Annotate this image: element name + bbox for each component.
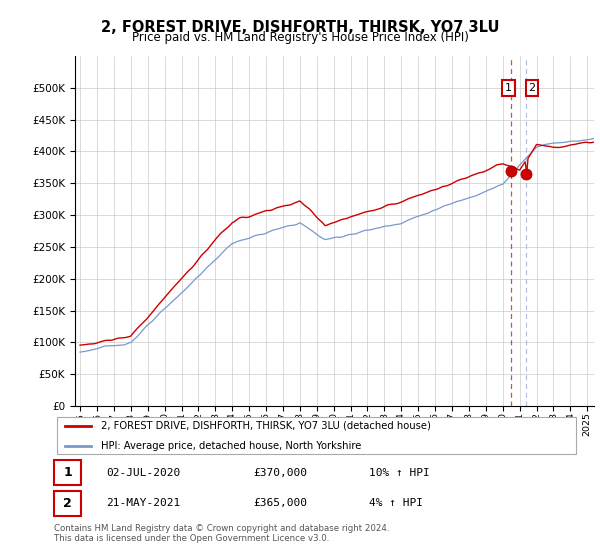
Text: 02-JUL-2020: 02-JUL-2020 bbox=[107, 468, 181, 478]
Text: 10% ↑ HPI: 10% ↑ HPI bbox=[369, 468, 430, 478]
Text: 4% ↑ HPI: 4% ↑ HPI bbox=[369, 498, 423, 508]
Text: 2: 2 bbox=[529, 83, 536, 93]
Text: HPI: Average price, detached house, North Yorkshire: HPI: Average price, detached house, Nort… bbox=[101, 441, 362, 451]
FancyBboxPatch shape bbox=[54, 460, 82, 485]
Text: 1: 1 bbox=[63, 466, 72, 479]
Text: 2, FOREST DRIVE, DISHFORTH, THIRSK, YO7 3LU (detached house): 2, FOREST DRIVE, DISHFORTH, THIRSK, YO7 … bbox=[101, 421, 431, 431]
Text: 21-MAY-2021: 21-MAY-2021 bbox=[107, 498, 181, 508]
Text: 2, FOREST DRIVE, DISHFORTH, THIRSK, YO7 3LU: 2, FOREST DRIVE, DISHFORTH, THIRSK, YO7 … bbox=[101, 20, 499, 35]
Text: Price paid vs. HM Land Registry's House Price Index (HPI): Price paid vs. HM Land Registry's House … bbox=[131, 31, 469, 44]
FancyBboxPatch shape bbox=[54, 491, 82, 516]
Text: 1: 1 bbox=[505, 83, 512, 93]
Text: £370,000: £370,000 bbox=[254, 468, 308, 478]
Text: £365,000: £365,000 bbox=[254, 498, 308, 508]
Text: 2: 2 bbox=[63, 497, 72, 510]
FancyBboxPatch shape bbox=[56, 417, 577, 454]
Text: Contains HM Land Registry data © Crown copyright and database right 2024.
This d: Contains HM Land Registry data © Crown c… bbox=[54, 524, 389, 543]
